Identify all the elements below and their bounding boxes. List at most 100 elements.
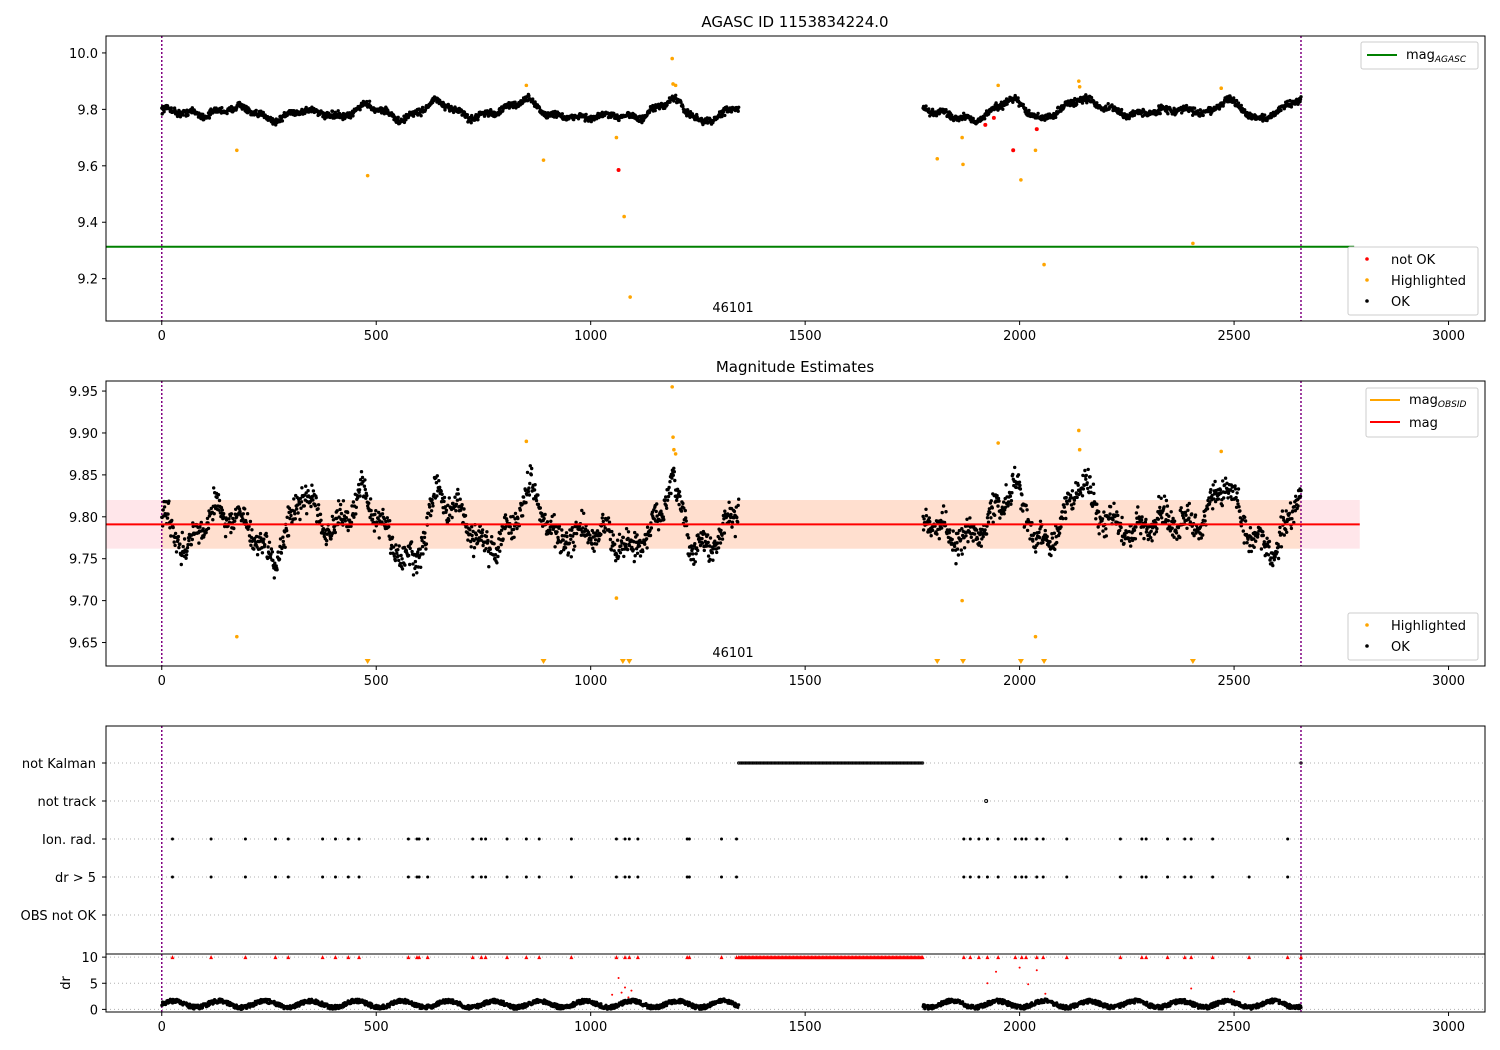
- ok-point: [1106, 102, 1110, 106]
- ok-point: [413, 559, 418, 564]
- x-tick-label: 1500: [789, 329, 822, 344]
- ok-point: [241, 517, 245, 521]
- ok-point: [363, 487, 367, 492]
- ok-point: [393, 558, 398, 563]
- ok-point: [260, 551, 265, 555]
- ok-point: [588, 533, 592, 537]
- ok-point: [971, 116, 975, 121]
- ok-point: [434, 481, 439, 485]
- ok-point: [1235, 491, 1239, 495]
- ok-point: [718, 541, 723, 545]
- ok-point: [189, 543, 193, 547]
- ok-point: [1075, 102, 1079, 107]
- ok-point: [1086, 467, 1090, 472]
- ok-point: [1101, 529, 1105, 533]
- ok-point: [940, 510, 944, 515]
- ok-point: [198, 525, 202, 529]
- highlighted-point: [961, 162, 965, 167]
- ok-point: [554, 524, 559, 529]
- ion-rad-point: [273, 837, 277, 841]
- ok-point: [370, 517, 375, 521]
- dr-clipped-marker: [1210, 955, 1215, 960]
- ok-point: [950, 537, 954, 542]
- ok-point: [964, 534, 968, 538]
- ok-point: [1075, 495, 1079, 500]
- ok-point: [706, 540, 710, 545]
- dr-gt-5-point: [1020, 875, 1024, 879]
- ok-point: [430, 501, 435, 505]
- ok-point: [1112, 501, 1116, 505]
- ok-point: [394, 543, 398, 547]
- dr-gt-5-point: [333, 875, 337, 879]
- ok-point: [736, 503, 740, 508]
- ion-rad-point: [346, 837, 350, 841]
- ok-point: [1092, 491, 1096, 496]
- ok-point: [204, 530, 208, 535]
- ok-point: [1149, 536, 1153, 540]
- ok-point: [686, 533, 690, 537]
- ok-point: [549, 519, 553, 523]
- legend-marker-ok: [1365, 299, 1369, 303]
- ok-point: [233, 519, 237, 523]
- ok-point: [187, 538, 191, 543]
- dr-clipped-marker: [1064, 955, 1069, 960]
- ok-point: [1203, 519, 1207, 523]
- ok-point: [574, 531, 579, 536]
- ok-point: [1008, 494, 1013, 498]
- ion-rad-point: [321, 837, 325, 841]
- dr-clipped-marker: [968, 955, 973, 960]
- ok-point: [1190, 512, 1194, 516]
- legend-marker-not-ok: [1365, 257, 1369, 261]
- ok-point: [1221, 104, 1225, 108]
- dr-gt-5-point: [687, 875, 691, 879]
- ok-point: [1288, 501, 1293, 505]
- ok-point: [645, 525, 650, 529]
- ok-point: [396, 548, 400, 552]
- ok-point: [1162, 494, 1167, 498]
- ion-rad-point: [735, 837, 739, 841]
- ok-point: [448, 513, 452, 517]
- ok-point: [404, 118, 408, 122]
- ok-point: [1054, 115, 1058, 120]
- ok-point: [624, 527, 629, 531]
- ok-point: [988, 510, 992, 515]
- highlighted-point: [541, 158, 546, 162]
- y-tick-label: 9.85: [69, 469, 98, 484]
- ion-rad-point: [1166, 837, 1170, 841]
- ok-point: [1249, 549, 1254, 554]
- ok-point: [1115, 510, 1119, 514]
- dr-gt-5-point: [415, 875, 419, 879]
- dr-gt-5-point: [1024, 875, 1028, 879]
- ok-point: [273, 561, 277, 565]
- ok-point: [428, 505, 432, 509]
- ok-point: [1065, 502, 1069, 506]
- dr-outlier-point: [995, 970, 998, 973]
- dr-clipped-marker: [1013, 955, 1018, 960]
- ok-point: [1071, 506, 1075, 511]
- ok-point: [929, 534, 933, 538]
- ok-point: [1142, 536, 1146, 541]
- ok-point: [382, 517, 387, 521]
- ok-point: [1085, 481, 1089, 485]
- dr-gt-5-point: [720, 875, 724, 879]
- ok-point: [536, 502, 541, 507]
- ok-point: [1223, 476, 1228, 480]
- ok-point: [1144, 517, 1148, 522]
- ok-point: [1034, 537, 1038, 541]
- ok-point: [165, 516, 170, 520]
- ok-point: [338, 502, 343, 507]
- ok-point: [453, 495, 457, 499]
- y-tick-label: 9.75: [69, 553, 98, 568]
- ok-point: [365, 493, 369, 498]
- ok-point: [998, 516, 1002, 520]
- ok-point: [387, 534, 391, 538]
- dr-gt-5-point: [1140, 875, 1144, 879]
- ok-point: [456, 487, 460, 492]
- ok-point: [229, 530, 233, 535]
- ok-point: [285, 515, 289, 519]
- ion-rad-point: [484, 837, 488, 841]
- ok-point: [270, 550, 275, 554]
- ok-point: [418, 547, 422, 551]
- ok-point: [1013, 465, 1017, 470]
- y-tick-label: 9.6: [77, 160, 98, 175]
